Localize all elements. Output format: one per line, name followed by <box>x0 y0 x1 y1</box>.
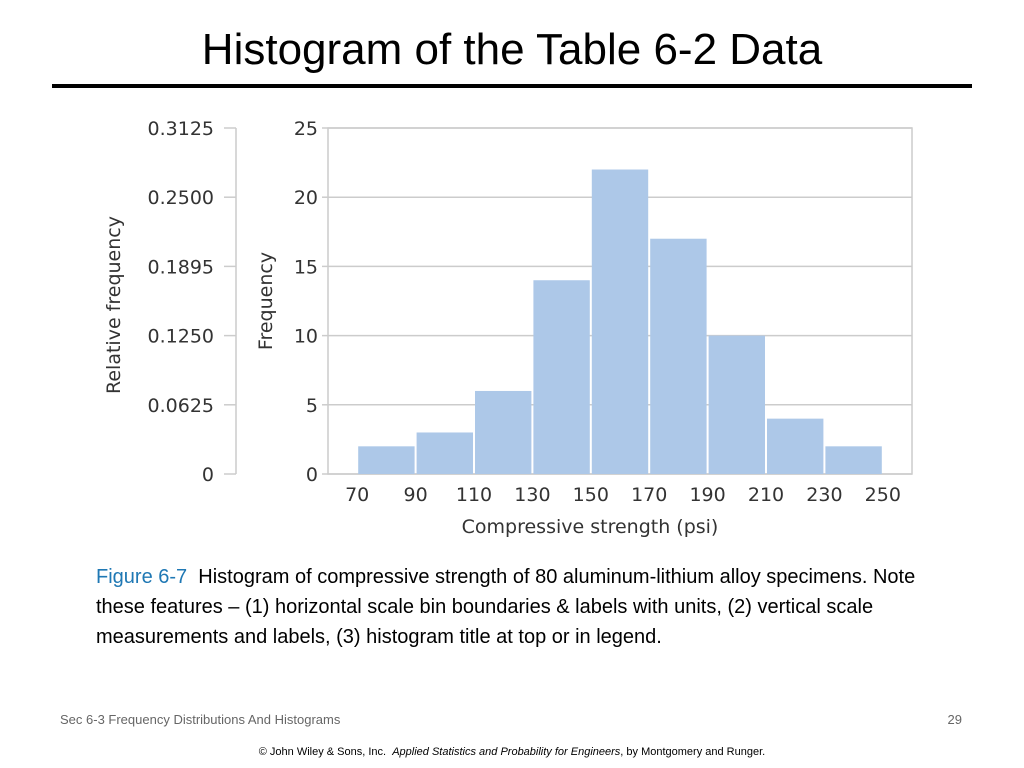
histogram-bar <box>416 432 473 474</box>
y-tick-label: 10 <box>294 326 318 348</box>
histogram-chart: 051015202500.06250.12500.18950.25000.312… <box>103 118 913 538</box>
histogram-bar <box>475 390 532 474</box>
histogram-bar <box>767 418 824 474</box>
page-number: 29 <box>947 712 962 727</box>
histogram-bar <box>358 446 415 474</box>
x-tick-label: 90 <box>404 484 428 506</box>
secondary-tick-label: 0.0625 <box>148 395 214 417</box>
histogram-bar <box>533 280 590 474</box>
caption-text: Histogram of compressive strength of 80 … <box>96 566 916 648</box>
slide-title: Histogram of the Table 6-2 Data <box>201 25 823 74</box>
credit-prefix: © John Wiley & Sons, Inc. <box>258 746 387 758</box>
x-tick-label: 150 <box>573 484 609 506</box>
footer-section: Sec 6-3 Frequency Distributions And Hist… <box>60 712 341 727</box>
secondary-tick-label: 0.3125 <box>148 118 214 140</box>
figure-label: Figure 6-7 <box>96 566 188 588</box>
x-axis-title: Compressive strength (psi) <box>462 516 719 538</box>
x-tick-label: 230 <box>806 484 842 506</box>
secondary-tick-label: 0.1895 <box>148 256 214 278</box>
x-tick-label: 170 <box>631 484 667 506</box>
figure-caption: Figure 6-7 Histogram of compressive stre… <box>96 562 936 652</box>
x-tick-label: 210 <box>748 484 784 506</box>
secondary-tick-label: 0.2500 <box>148 187 214 209</box>
y-tick-label: 0 <box>306 464 318 486</box>
y-tick-label: 25 <box>294 118 318 140</box>
histogram-bar <box>708 335 765 474</box>
secondary-tick-label: 0 <box>202 464 214 486</box>
x-tick-label: 250 <box>865 484 901 506</box>
x-tick-label: 130 <box>514 484 550 506</box>
credit-book-title: Applied Statistics and Probability for E… <box>392 746 621 758</box>
credit-suffix: , by Montgomery and Runger. <box>620 746 766 758</box>
y-axis-title: Frequency <box>255 252 277 350</box>
y-tick-label: 20 <box>294 187 318 209</box>
copyright-credit: © John Wiley & Sons, Inc. Applied Statis… <box>0 746 1024 758</box>
y-tick-label: 5 <box>306 395 318 417</box>
histogram-bar <box>825 446 882 474</box>
y-tick-label: 15 <box>294 256 318 278</box>
secondary-y-axis-title: Relative frequency <box>103 216 125 394</box>
x-tick-label: 110 <box>456 484 492 506</box>
histogram-bar <box>591 169 649 474</box>
histogram-bar <box>650 238 707 474</box>
x-tick-label: 190 <box>689 484 725 506</box>
secondary-tick-label: 0.1250 <box>148 326 214 348</box>
title-underline <box>52 84 972 88</box>
x-tick-label: 70 <box>345 484 369 506</box>
